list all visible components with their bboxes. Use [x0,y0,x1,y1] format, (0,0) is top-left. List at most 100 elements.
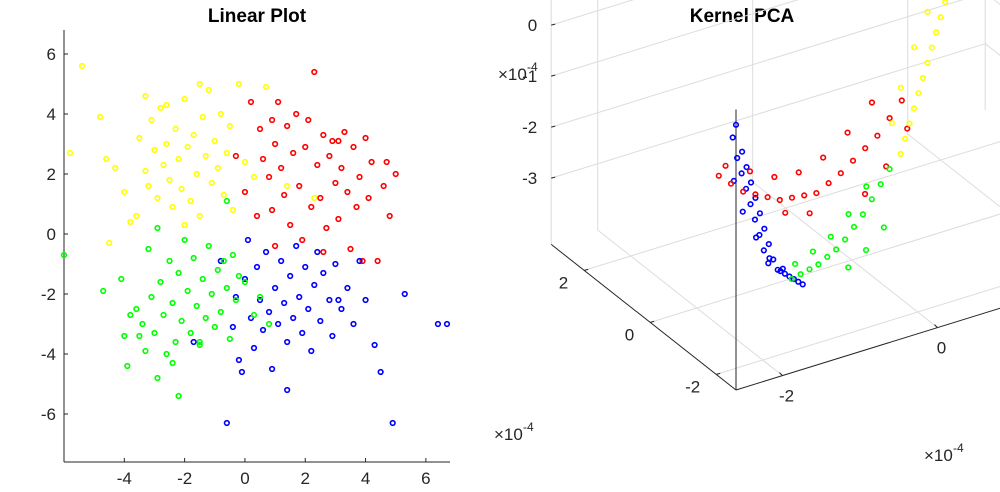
data-point [874,132,881,139]
data-point [797,271,804,278]
data-point [880,224,887,231]
data-point [353,203,360,211]
data-point [320,248,327,256]
data-point [727,180,735,187]
x-tick-mark [779,372,783,376]
data-point [335,215,342,223]
data-point [121,188,128,196]
data-point [751,216,759,223]
data-point [172,125,179,133]
data-point [901,135,909,142]
data-point [268,116,276,124]
data-point [365,194,372,202]
data-point [190,131,197,139]
data-point [305,116,312,124]
data-point [326,152,333,160]
data-point [849,157,857,164]
data-point [290,314,297,322]
data-point [380,182,387,190]
linear-plot: Linear Plot -4 -2 0 2 4 6 6 4 2 0 -2 -4 -6 [41,6,451,488]
data-point [443,320,451,328]
data-point [208,179,215,187]
data-point [806,210,813,217]
y-multiplier-label: ×10 -4 [494,420,534,444]
data-point [747,179,755,186]
kernel-pca-points [715,0,949,288]
data-point [214,164,221,172]
y-tick-label: 4 [47,105,56,124]
data-point [172,338,179,346]
z-tick-label: -1 [522,67,537,86]
data-point [747,201,754,208]
data-point [320,131,327,139]
data-point [178,317,185,325]
data-point [371,341,378,349]
data-point [211,137,218,145]
data-point [268,206,276,214]
data-point [862,145,869,152]
data-point [259,155,267,163]
data-point [214,266,221,274]
data-point [124,362,131,370]
y-multiplier-exponent: -4 [523,420,534,434]
data-point [323,224,330,232]
linear-plot-axes: -4 -2 0 2 4 6 6 4 2 0 -2 -4 -6 [41,30,450,488]
data-point [220,191,227,199]
data-point [296,182,303,190]
data-point [362,296,369,304]
data-point [788,276,795,283]
data-point [271,242,279,250]
data-point [217,110,224,118]
data-point [722,162,729,169]
data-point [287,221,294,229]
y-tick-label: -4 [41,345,56,364]
data-point [299,236,306,244]
data-point [60,251,68,259]
data-point [154,194,161,202]
data-point [253,263,261,271]
data-point [187,197,194,205]
grid-line [716,285,1000,375]
data-point [97,113,104,121]
data-point [133,212,140,220]
data-point [193,170,200,178]
data-point [302,263,309,271]
data-point [232,152,239,160]
data-point [311,68,318,76]
data-point [329,137,336,145]
data-point [837,170,844,177]
data-point [732,121,740,128]
data-point [118,275,125,283]
data-point [293,242,300,250]
data-point [937,14,944,21]
data-point [127,218,134,226]
data-point [308,203,315,211]
data-point [136,332,143,340]
data-point [911,44,918,51]
data-point [898,97,905,104]
data-point [208,290,215,298]
data-point [265,173,273,181]
data-point [845,211,852,218]
data-point [296,293,303,301]
data-point [235,80,243,88]
data-point [256,125,264,133]
data-point [229,206,236,214]
data-point [223,149,230,157]
data-point [897,84,904,91]
y-tick-label: 6 [47,45,56,64]
data-point [160,311,167,319]
data-point [924,59,931,66]
grid-line [650,213,1000,323]
x-multiplier-exponent: -4 [953,441,964,455]
y-tick-label: 0 [625,325,634,344]
data-point [247,98,255,106]
data-point [850,223,858,231]
data-point [241,275,249,283]
grid-line [551,0,634,26]
data-point [148,116,155,124]
kernel-pca-grid [550,0,1000,376]
data-point [766,255,773,262]
data-point [806,266,813,273]
data-point [241,158,249,166]
